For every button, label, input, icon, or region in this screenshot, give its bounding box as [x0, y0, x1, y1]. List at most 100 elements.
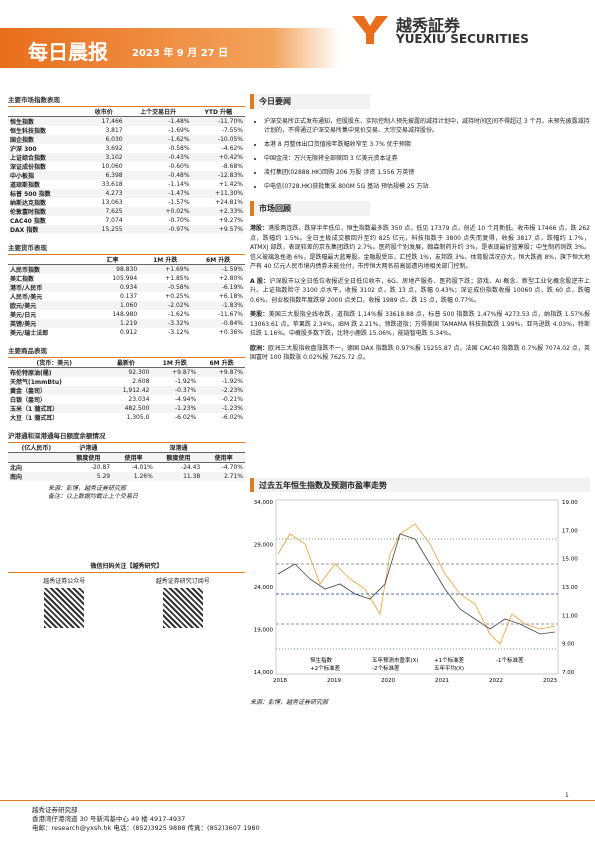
qr-label: 越秀证券公众号	[43, 578, 86, 585]
table-title: 主要商品表现	[8, 343, 245, 358]
review-paragraph: 港股：港股两连跌，跌穿半年低位，恒生指数最多跌 350 点，低见 17379 点…	[250, 224, 590, 272]
right-tick-label: 19.00	[562, 500, 578, 506]
left-tick-label: 24,000	[254, 585, 274, 591]
table-header: 收市价 上个交易日升 YTD 升幅	[8, 107, 245, 117]
logo-en: YUEXIU SECURITIES	[396, 32, 529, 46]
table-header: (亿人民币) 沪港通 深港通	[8, 443, 245, 453]
table-cell: -1.48%	[124, 116, 192, 126]
right-tick-label: 15.00	[562, 557, 578, 563]
table-cell: 国企指数	[8, 135, 83, 144]
table-cell: 3,102	[82, 153, 125, 162]
figure: 34,000 29,000 24,000 19,000 14,000 19.00 17.00…	[254, 499, 578, 684]
right-tick-label: 17.00	[562, 528, 578, 534]
table-cell: -4.94%	[174, 396, 197, 403]
table-row: 港币/人民币 0.934 -0.58% -6.19%	[8, 283, 245, 292]
note: 备注：以上数据均截止上个交易日	[48, 493, 139, 500]
table: 汇率 1M 升跌 6M 升跌 人民币指数 98.830 +1.69% -1.59% 美汇指数 1…	[8, 255, 245, 337]
left-tick-label: 34,000	[254, 500, 274, 506]
qr-title: 微信扫码关注【越秀研究】	[8, 561, 245, 573]
header-date: 2023 年 9 月 27 日	[132, 48, 229, 59]
header-cell	[8, 107, 83, 117]
header-cell: 使用率	[202, 452, 245, 463]
table-cell: 北向	[10, 465, 23, 472]
table-cell: -20.87	[90, 464, 111, 471]
footer: 越秀证券研究部 香港湾仔港湾道 30 号新鸿基中心 49 楼 4917-4937…	[32, 806, 260, 833]
x-tick-label: 2019	[327, 678, 341, 684]
table-cell: +9.87%	[151, 367, 199, 377]
table-cell: -3.12%	[168, 329, 190, 336]
left-tick-label: 14,000	[254, 670, 274, 676]
table-cell: -1.59%	[191, 264, 245, 274]
table-row: 深证成份指数 10,060 -0.60% -8.68%	[8, 162, 245, 171]
table-cell: 南向	[8, 472, 65, 481]
table-cell: 5.29	[64, 472, 113, 481]
table-row: 南向 5.29 1.26% 11.38 2.71%	[8, 472, 245, 481]
table-header: (货币：美元) 最新价 1M 升跌 6M 升跌	[8, 358, 245, 368]
table-cell: +9.57%	[191, 225, 245, 234]
header-cell: 1M 升跌	[151, 358, 199, 368]
header-cell: 最新价	[100, 358, 152, 368]
page-number: 1	[565, 792, 569, 799]
x-tick-label: 2021	[435, 678, 449, 684]
table-cell: -0.60%	[168, 163, 190, 170]
table-cell: 13,063	[101, 199, 123, 206]
table-cell: -10.05%	[191, 135, 245, 144]
legend-item: +1个标准差	[434, 656, 465, 664]
table-cell: +9.87%	[198, 367, 245, 377]
header-cell: 6M 升跌	[191, 255, 245, 265]
header-cell: 额度使用	[154, 452, 203, 463]
legend-item: 五年预测市盈率(X)	[372, 656, 419, 664]
table-cell: -0.58%	[139, 283, 192, 292]
note: 来源：彭博，越秀证券研究部	[48, 485, 127, 492]
table-cell: 纳斯达克指数	[10, 200, 47, 207]
qr-code	[44, 588, 85, 628]
table-cell: 1.26%	[112, 472, 155, 481]
table-cell: -2.23%	[198, 386, 245, 395]
table-cell: 10,060	[101, 163, 123, 170]
table-cell: 482.500	[100, 404, 152, 413]
table-cell: 美元/日元	[10, 312, 37, 319]
qr-code	[162, 588, 203, 628]
table-cell: -1.14%	[168, 181, 190, 188]
table-cell: +2.80%	[218, 275, 243, 282]
table-row: 英镑/美元 1.219 -3.32% -0.84%	[8, 319, 245, 328]
news-list: 沪深交易所正式发布通知，控股股东、实际控制人预先披露的减持计划中，减持时间区间不…	[250, 117, 590, 191]
table-cell: 15,255	[82, 225, 125, 234]
table-cell: 黄金（盎司）	[8, 386, 101, 395]
table-cell: 白银（盎司）	[10, 397, 47, 404]
table-cell: -12.83%	[191, 171, 245, 180]
table-cell: 3,692	[105, 145, 123, 152]
table-cell: 人民币指数	[8, 264, 86, 274]
table-row: 中小板指 6,398 -0.48% -12.83%	[8, 171, 245, 180]
table-cell: 沪深 300	[10, 146, 37, 153]
table-cell: 98.830	[85, 264, 140, 274]
review-label: A 股：	[250, 277, 270, 285]
review-paragraph: A 股：沪深股市以全日低位收报近全日低位收市，6G、房地产服务、医药股下跌；游戏…	[250, 277, 590, 306]
review-label: 美股：	[250, 311, 269, 318]
table-row: 沪深 300 3,692 -0.58% -4.62%	[8, 144, 245, 153]
header-cell: 使用率	[112, 452, 155, 463]
header-cell: 上个交易日升	[124, 107, 192, 117]
table-cell: +1.69%	[139, 264, 192, 274]
table-row: 伦敦富时指数 7,625 +0.02% +2.33%	[8, 207, 245, 216]
x-tick-label: 2020	[381, 678, 395, 684]
table-row: 玉米（1 蒲式耳） 482.500 -1.23% -1.23%	[8, 404, 245, 413]
header-title: 每日晨报	[28, 40, 108, 64]
table-cell: -1.69%	[168, 127, 190, 134]
notes: 来源：彭博，越秀证券研究部 备注：以上数据均截止上个交易日	[8, 485, 245, 501]
news-item: 中电信(0728.HK)获批集采 800M 5G 基站 预估规模 25 万站	[264, 182, 590, 191]
figure-title: 过去五年恒生指数及预测市盈率走势	[250, 478, 590, 492]
right-tick-label: 7.00	[562, 670, 575, 676]
table-cell: 6,398	[82, 171, 125, 180]
table-cell: 玉米（1 蒲式耳）	[8, 404, 101, 413]
review-text: 美国三大股指全线收跌，道指跌 1.14%报 33618.88 点，标普 500 …	[250, 311, 590, 337]
table-cell: 148.980	[112, 311, 138, 318]
table-cell: -0.48%	[124, 171, 192, 180]
table-cell: 中小板指	[8, 171, 83, 180]
table-cell: 7,074	[105, 217, 123, 224]
table-cell: +9.27%	[218, 217, 243, 224]
table-cell: 4,273	[82, 189, 125, 198]
section-title: 今日要闻	[250, 94, 370, 109]
table-cell: 美汇指数	[10, 276, 35, 283]
table-cell: 道琼斯指数	[10, 182, 41, 189]
